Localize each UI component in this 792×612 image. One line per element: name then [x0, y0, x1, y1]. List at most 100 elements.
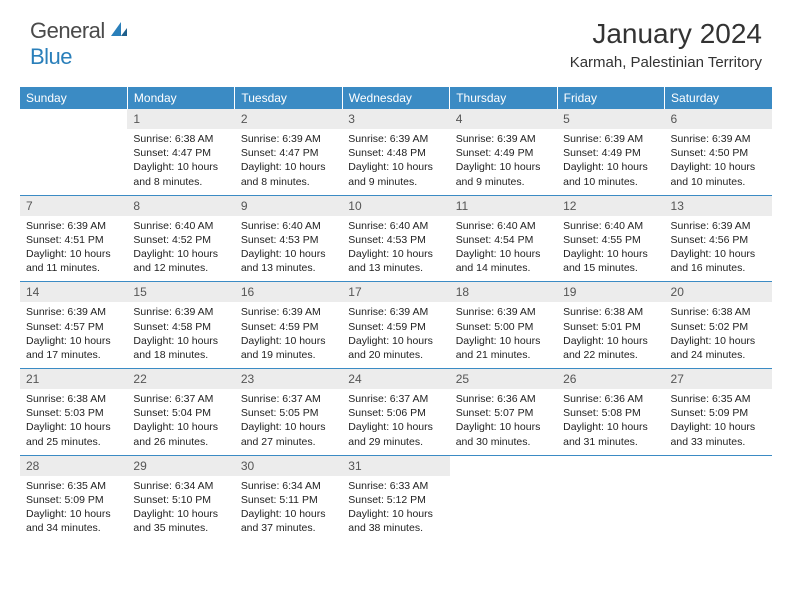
day-number: 4 [450, 109, 557, 129]
day-line-ss: Sunset: 4:54 PM [456, 233, 551, 247]
calendar-cell: 22Sunrise: 6:37 AMSunset: 5:04 PMDayligh… [127, 369, 234, 456]
day-number: 17 [342, 282, 449, 302]
weekday-header: Sunday [20, 87, 127, 109]
calendar-cell: 28Sunrise: 6:35 AMSunset: 5:09 PMDayligh… [20, 455, 127, 541]
day-body: Sunrise: 6:37 AMSunset: 5:04 PMDaylight:… [127, 389, 234, 455]
calendar-cell: 29Sunrise: 6:34 AMSunset: 5:10 PMDayligh… [127, 455, 234, 541]
day-line-ss: Sunset: 5:09 PM [671, 406, 766, 420]
weekday-header: Saturday [665, 87, 772, 109]
day-body: Sunrise: 6:38 AMSunset: 5:02 PMDaylight:… [665, 302, 772, 368]
day-body: Sunrise: 6:39 AMSunset: 4:50 PMDaylight:… [665, 129, 772, 195]
calendar-cell [20, 109, 127, 195]
weekday-header-row: Sunday Monday Tuesday Wednesday Thursday… [20, 87, 772, 109]
day-line-ss: Sunset: 5:07 PM [456, 406, 551, 420]
day-body: Sunrise: 6:38 AMSunset: 5:03 PMDaylight:… [20, 389, 127, 455]
day-line-sr: Sunrise: 6:39 AM [26, 219, 121, 233]
calendar-cell: 25Sunrise: 6:36 AMSunset: 5:07 PMDayligh… [450, 369, 557, 456]
day-body: Sunrise: 6:33 AMSunset: 5:12 PMDaylight:… [342, 476, 449, 542]
day-line-sr: Sunrise: 6:39 AM [348, 132, 443, 146]
day-line-sr: Sunrise: 6:35 AM [26, 479, 121, 493]
day-body: Sunrise: 6:39 AMSunset: 4:47 PMDaylight:… [235, 129, 342, 195]
calendar-cell: 12Sunrise: 6:40 AMSunset: 4:55 PMDayligh… [557, 195, 664, 282]
day-body: Sunrise: 6:39 AMSunset: 4:51 PMDaylight:… [20, 216, 127, 282]
day-line-d1: Daylight: 10 hours [241, 247, 336, 261]
day-number: 14 [20, 282, 127, 302]
day-line-d1: Daylight: 10 hours [133, 507, 228, 521]
calendar-cell [557, 455, 664, 541]
day-body: Sunrise: 6:34 AMSunset: 5:11 PMDaylight:… [235, 476, 342, 542]
title-block: January 2024 Karmah, Palestinian Territo… [570, 18, 762, 71]
calendar-cell: 4Sunrise: 6:39 AMSunset: 4:49 PMDaylight… [450, 109, 557, 195]
day-line-ss: Sunset: 5:10 PM [133, 493, 228, 507]
day-line-d1: Daylight: 10 hours [456, 247, 551, 261]
calendar-cell: 10Sunrise: 6:40 AMSunset: 4:53 PMDayligh… [342, 195, 449, 282]
day-line-sr: Sunrise: 6:39 AM [456, 132, 551, 146]
day-body: Sunrise: 6:38 AMSunset: 5:01 PMDaylight:… [557, 302, 664, 368]
day-line-sr: Sunrise: 6:34 AM [133, 479, 228, 493]
calendar-cell: 8Sunrise: 6:40 AMSunset: 4:52 PMDaylight… [127, 195, 234, 282]
calendar-row: 14Sunrise: 6:39 AMSunset: 4:57 PMDayligh… [20, 282, 772, 369]
day-line-d2: and 13 minutes. [348, 261, 443, 275]
brand-logo: General [30, 18, 131, 44]
day-line-sr: Sunrise: 6:39 AM [348, 305, 443, 319]
day-body: Sunrise: 6:37 AMSunset: 5:06 PMDaylight:… [342, 389, 449, 455]
day-line-d2: and 13 minutes. [241, 261, 336, 275]
day-line-d1: Daylight: 10 hours [563, 247, 658, 261]
calendar-cell: 13Sunrise: 6:39 AMSunset: 4:56 PMDayligh… [665, 195, 772, 282]
day-line-sr: Sunrise: 6:39 AM [26, 305, 121, 319]
calendar-row: 28Sunrise: 6:35 AMSunset: 5:09 PMDayligh… [20, 455, 772, 541]
day-line-d2: and 24 minutes. [671, 348, 766, 362]
day-line-sr: Sunrise: 6:35 AM [671, 392, 766, 406]
day-body: Sunrise: 6:39 AMSunset: 4:59 PMDaylight:… [342, 302, 449, 368]
sail-icon [109, 20, 129, 43]
day-number: 24 [342, 369, 449, 389]
day-line-sr: Sunrise: 6:38 AM [26, 392, 121, 406]
header: General January 2024 Karmah, Palestinian… [0, 0, 792, 77]
day-body: Sunrise: 6:36 AMSunset: 5:07 PMDaylight:… [450, 389, 557, 455]
day-line-d1: Daylight: 10 hours [456, 334, 551, 348]
day-line-sr: Sunrise: 6:39 AM [241, 132, 336, 146]
day-number: 1 [127, 109, 234, 129]
day-number: 13 [665, 196, 772, 216]
day-line-sr: Sunrise: 6:39 AM [671, 132, 766, 146]
day-line-ss: Sunset: 4:52 PM [133, 233, 228, 247]
day-line-ss: Sunset: 4:51 PM [26, 233, 121, 247]
day-line-d2: and 10 minutes. [563, 175, 658, 189]
day-line-d2: and 8 minutes. [241, 175, 336, 189]
day-line-sr: Sunrise: 6:40 AM [563, 219, 658, 233]
day-line-ss: Sunset: 5:04 PM [133, 406, 228, 420]
day-line-d1: Daylight: 10 hours [241, 420, 336, 434]
day-line-d2: and 8 minutes. [133, 175, 228, 189]
day-line-d2: and 18 minutes. [133, 348, 228, 362]
calendar-cell: 26Sunrise: 6:36 AMSunset: 5:08 PMDayligh… [557, 369, 664, 456]
day-line-d1: Daylight: 10 hours [348, 247, 443, 261]
day-line-d2: and 30 minutes. [456, 435, 551, 449]
day-line-d1: Daylight: 10 hours [133, 160, 228, 174]
day-line-d2: and 26 minutes. [133, 435, 228, 449]
day-number: 25 [450, 369, 557, 389]
day-line-d2: and 29 minutes. [348, 435, 443, 449]
calendar-cell: 9Sunrise: 6:40 AMSunset: 4:53 PMDaylight… [235, 195, 342, 282]
day-line-d2: and 31 minutes. [563, 435, 658, 449]
day-line-d2: and 37 minutes. [241, 521, 336, 535]
day-line-d1: Daylight: 10 hours [671, 420, 766, 434]
day-line-d2: and 25 minutes. [26, 435, 121, 449]
calendar-row: 7Sunrise: 6:39 AMSunset: 4:51 PMDaylight… [20, 195, 772, 282]
day-line-d2: and 11 minutes. [26, 261, 121, 275]
day-line-d1: Daylight: 10 hours [671, 160, 766, 174]
day-number: 30 [235, 456, 342, 476]
day-line-d1: Daylight: 10 hours [348, 507, 443, 521]
day-line-ss: Sunset: 5:01 PM [563, 320, 658, 334]
day-line-ss: Sunset: 4:56 PM [671, 233, 766, 247]
calendar-cell: 17Sunrise: 6:39 AMSunset: 4:59 PMDayligh… [342, 282, 449, 369]
day-number: 10 [342, 196, 449, 216]
day-line-ss: Sunset: 4:57 PM [26, 320, 121, 334]
day-body: Sunrise: 6:36 AMSunset: 5:08 PMDaylight:… [557, 389, 664, 455]
brand-word-2-wrap: Blue [30, 44, 72, 70]
day-line-d1: Daylight: 10 hours [563, 420, 658, 434]
day-line-d1: Daylight: 10 hours [26, 420, 121, 434]
day-line-sr: Sunrise: 6:38 AM [563, 305, 658, 319]
day-line-ss: Sunset: 4:47 PM [241, 146, 336, 160]
day-line-sr: Sunrise: 6:37 AM [241, 392, 336, 406]
day-number: 16 [235, 282, 342, 302]
